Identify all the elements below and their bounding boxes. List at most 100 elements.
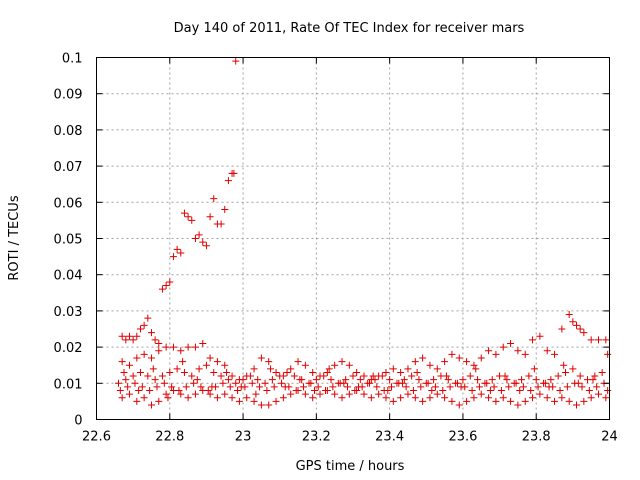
data-point <box>441 358 449 366</box>
data-point <box>499 394 507 402</box>
data-point <box>125 361 133 369</box>
data-point <box>248 379 256 387</box>
data-point <box>199 339 207 347</box>
data-point <box>195 231 203 239</box>
data-point <box>221 390 229 398</box>
data-point <box>565 311 573 319</box>
data-point <box>578 383 586 391</box>
data-point <box>514 347 522 355</box>
data-point <box>312 376 320 384</box>
data-point <box>490 383 498 391</box>
y-tick-label: 0.1 <box>62 52 83 67</box>
data-point <box>316 390 324 398</box>
data-point <box>424 379 432 387</box>
data-point <box>576 325 584 333</box>
data-point <box>576 372 584 380</box>
data-point <box>129 336 137 344</box>
data-point <box>131 379 139 387</box>
data-point <box>492 350 500 358</box>
data-point <box>213 358 221 366</box>
data-point <box>565 397 573 405</box>
data-point <box>497 387 505 395</box>
data-point <box>602 394 610 402</box>
data-point <box>591 372 599 380</box>
y-tick-label: 0.09 <box>54 88 83 103</box>
data-point <box>190 379 198 387</box>
data-point <box>417 383 425 391</box>
data-point <box>193 376 201 384</box>
data-point <box>180 209 188 217</box>
data-point <box>329 383 337 391</box>
y-tick-label: 0.07 <box>54 160 83 175</box>
data-point <box>529 336 537 344</box>
data-point <box>554 372 562 380</box>
data-point <box>589 376 597 384</box>
y-tick-label: 0.06 <box>54 196 83 211</box>
data-point <box>173 245 181 253</box>
data-point <box>140 321 148 329</box>
y-tick-label: 0.05 <box>54 233 83 248</box>
data-point <box>168 383 176 391</box>
data-point <box>354 383 362 391</box>
data-point <box>208 383 216 391</box>
data-point <box>290 372 298 380</box>
data-point <box>279 394 287 402</box>
data-point <box>177 390 185 398</box>
data-point <box>144 372 152 380</box>
data-point <box>228 372 236 380</box>
data-point <box>151 376 159 384</box>
data-point <box>573 401 581 409</box>
data-point <box>419 397 427 405</box>
data-point <box>455 354 463 362</box>
data-point <box>296 376 304 384</box>
data-point <box>587 394 595 402</box>
data-point <box>532 376 540 384</box>
data-point <box>365 379 373 387</box>
data-point <box>320 372 328 380</box>
data-point <box>114 379 122 387</box>
data-point <box>397 394 405 402</box>
data-point <box>195 365 203 373</box>
data-point <box>254 376 262 384</box>
data-point <box>155 339 163 347</box>
y-tick-label: 0.01 <box>54 377 83 392</box>
data-point <box>501 372 509 380</box>
data-point <box>327 376 335 384</box>
data-point <box>267 365 275 373</box>
data-point <box>373 383 381 391</box>
data-point <box>382 394 390 402</box>
data-point <box>356 376 364 384</box>
data-point <box>184 343 192 351</box>
data-point <box>340 379 348 387</box>
data-point <box>536 332 544 340</box>
data-point <box>442 372 450 380</box>
x-axis-label: GPS time / hours <box>296 459 405 474</box>
data-point <box>281 383 289 391</box>
data-point <box>518 376 526 384</box>
data-point <box>545 383 553 391</box>
data-point <box>243 394 251 402</box>
data-point <box>199 387 207 395</box>
data-point <box>543 394 551 402</box>
x-tick-label: 23.8 <box>522 430 551 445</box>
data-point <box>411 394 419 402</box>
data-point <box>219 379 227 387</box>
data-point <box>278 379 286 387</box>
data-point <box>604 387 612 395</box>
data-point <box>177 249 185 257</box>
data-point <box>135 387 143 395</box>
data-point <box>389 397 397 405</box>
data-point <box>263 387 271 395</box>
data-point <box>309 368 317 376</box>
data-point <box>184 213 192 221</box>
x-tick-label: 23.6 <box>448 430 477 445</box>
data-point <box>144 314 152 322</box>
data-point <box>499 343 507 351</box>
data-point <box>235 397 243 405</box>
data-point <box>360 372 368 380</box>
data-point <box>120 368 128 376</box>
data-point <box>224 376 232 384</box>
data-point <box>587 336 595 344</box>
data-point <box>404 390 412 398</box>
